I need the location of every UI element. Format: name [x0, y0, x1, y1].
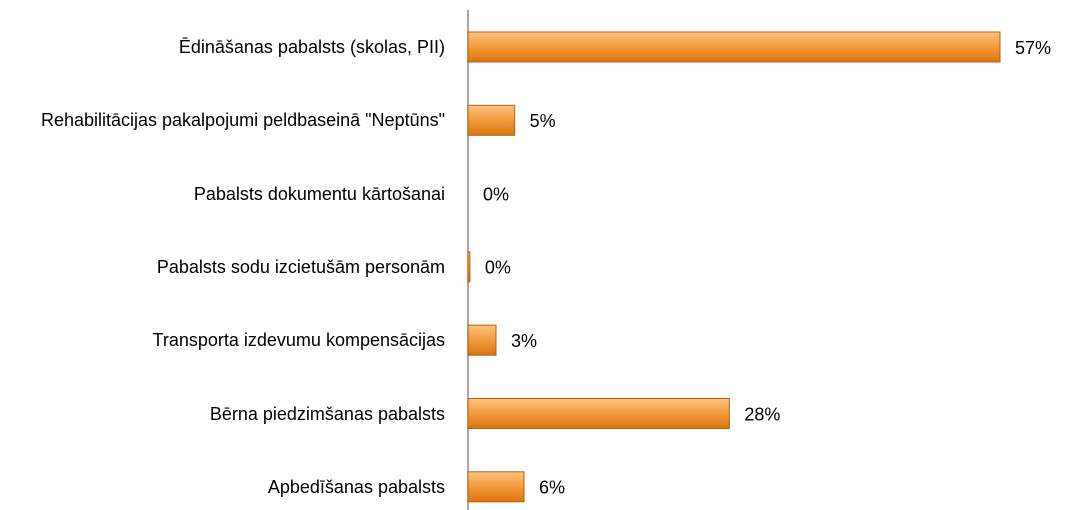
- bar: [467, 104, 516, 136]
- value-label: 5%: [530, 111, 556, 131]
- category-label: Apbedīšanas pabalsts: [5, 452, 445, 510]
- category-text: Pabalsts dokumentu kārtošanai: [193, 183, 445, 204]
- category-label: Pabalsts sodu izcietušām personām: [5, 232, 445, 302]
- value-label: 0%: [483, 184, 509, 204]
- bar: [467, 31, 1001, 63]
- category-label: Rehabilitācijas pakalpojumi peldbaseinā …: [5, 85, 445, 155]
- category-text: Rehabilitācijas pakalpojumi peldbaseinā …: [40, 110, 445, 131]
- category-text: Ēdināšanas pabalsts (skolas, PII): [178, 37, 445, 57]
- category-label: Bērna piedzimšanas pabalsts: [5, 379, 445, 449]
- category-text: Pabalsts sodu izcietušām personām: [156, 256, 445, 277]
- category-label: Pabalsts dokumentu kārtošanai: [5, 159, 445, 229]
- bar: [467, 324, 497, 356]
- category-text: Bērna piedzimšanas pabalsts: [209, 403, 445, 424]
- category-text: Apbedīšanas pabalsts: [267, 476, 445, 497]
- bar: [467, 251, 471, 283]
- category-label: Ēdināšanas pabalsts (skolas, PII): [5, 12, 445, 82]
- bar: [467, 398, 730, 429]
- value-label: 28%: [744, 404, 780, 424]
- value-label: 57%: [1015, 38, 1051, 58]
- bar: [467, 471, 525, 503]
- category-text: Transporta izdevumu kompensācijas: [152, 330, 445, 351]
- value-label: 0%: [485, 258, 511, 278]
- value-label: 6%: [539, 478, 565, 498]
- value-label: 3%: [511, 331, 537, 351]
- category-label: Transporta izdevumu kompensācijas: [5, 305, 445, 375]
